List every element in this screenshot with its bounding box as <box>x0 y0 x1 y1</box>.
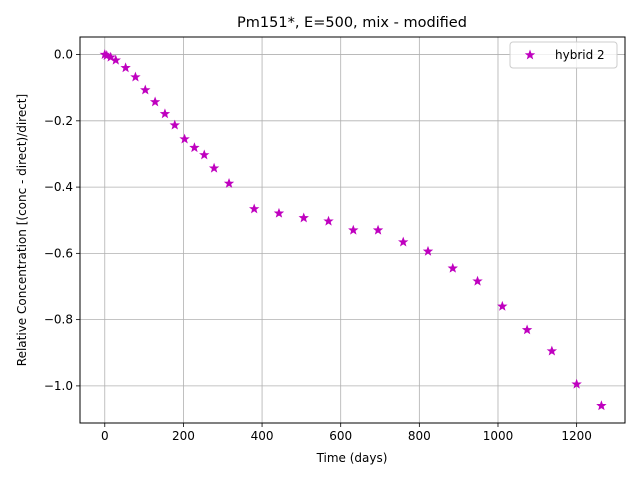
data-point <box>179 133 190 144</box>
x-tick-label: 1000 <box>483 429 514 443</box>
data-point <box>249 203 260 214</box>
data-point <box>472 275 483 286</box>
data-point <box>521 324 533 335</box>
data-point <box>159 108 171 119</box>
legend-marker-star <box>524 49 536 60</box>
y-tick-label: −0.2 <box>44 114 73 128</box>
y-axis-label: Relative Concentration [(conc - direct)/… <box>15 94 29 366</box>
legend-label-hybrid-2: hybrid 2 <box>555 48 605 62</box>
data-point <box>447 262 458 273</box>
data-point <box>189 142 200 153</box>
chart-title: Pm151*, E=500, mix - modified <box>237 15 467 31</box>
data-point <box>273 207 285 218</box>
data-point <box>323 215 334 226</box>
data-point <box>546 345 558 356</box>
data-point <box>372 224 384 235</box>
y-tick-label: 0.0 <box>54 48 73 62</box>
data-point <box>497 300 508 311</box>
data-point <box>223 177 235 188</box>
data-point <box>140 84 151 95</box>
y-tick-label: −1.0 <box>44 379 73 393</box>
x-tick-label: 600 <box>329 429 352 443</box>
data-point <box>199 149 210 160</box>
legend-box <box>509 41 618 69</box>
x-tick-label: 400 <box>251 429 274 443</box>
x-tick-label: 200 <box>172 429 195 443</box>
x-tick-label: 1200 <box>561 429 592 443</box>
plot-area-frame <box>79 36 626 424</box>
data-point <box>130 71 141 82</box>
x-tick-label: 800 <box>408 429 431 443</box>
data-point <box>120 62 131 73</box>
y-tick-label: −0.8 <box>44 313 73 327</box>
x-axis-label: Time (days) <box>316 451 388 465</box>
data-point <box>149 96 161 107</box>
data-point <box>208 162 220 173</box>
y-tick-label: −0.6 <box>44 246 73 260</box>
data-point <box>398 236 409 247</box>
data-point <box>348 224 359 235</box>
x-tick-label: 0 <box>101 429 109 443</box>
data-point <box>105 51 116 62</box>
data-point <box>422 245 434 256</box>
data-point <box>298 212 309 223</box>
data-point <box>169 119 180 130</box>
y-tick-label: −0.4 <box>44 180 73 194</box>
data-point <box>596 400 607 411</box>
data-point <box>110 54 121 65</box>
legend: hybrid 2 <box>509 41 618 69</box>
data-point <box>571 378 582 389</box>
